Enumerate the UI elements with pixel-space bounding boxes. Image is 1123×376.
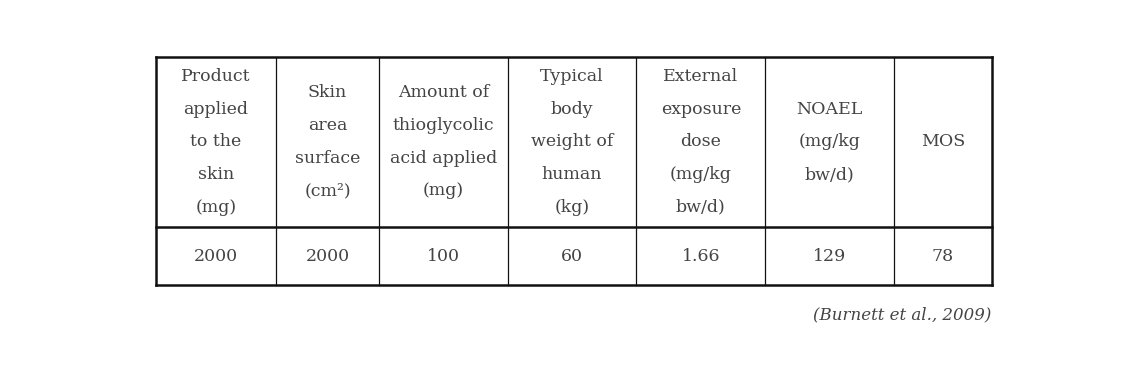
- Text: External
exposure
dose
(mg/kg
bw/d): External exposure dose (mg/kg bw/d): [660, 68, 741, 215]
- Text: 2000: 2000: [305, 248, 349, 265]
- Text: Product
applied
to the
skin
(mg): Product applied to the skin (mg): [181, 68, 250, 215]
- Text: Skin
area
surface
(cm²): Skin area surface (cm²): [295, 85, 360, 199]
- Text: 1.66: 1.66: [682, 248, 720, 265]
- Text: (Burnett et al., 2009): (Burnett et al., 2009): [813, 306, 992, 323]
- Text: 60: 60: [562, 248, 583, 265]
- Text: MOS: MOS: [921, 133, 965, 150]
- Text: 100: 100: [427, 248, 459, 265]
- Text: Typical
body
weight of
human
(kg): Typical body weight of human (kg): [531, 68, 613, 215]
- Text: 129: 129: [813, 248, 847, 265]
- Text: 78: 78: [932, 248, 953, 265]
- Text: Amount of
thioglycolic
acid applied
(mg): Amount of thioglycolic acid applied (mg): [390, 85, 496, 199]
- Text: NOAEL
(mg/kg
bw/d): NOAEL (mg/kg bw/d): [796, 101, 862, 183]
- Text: 2000: 2000: [194, 248, 238, 265]
